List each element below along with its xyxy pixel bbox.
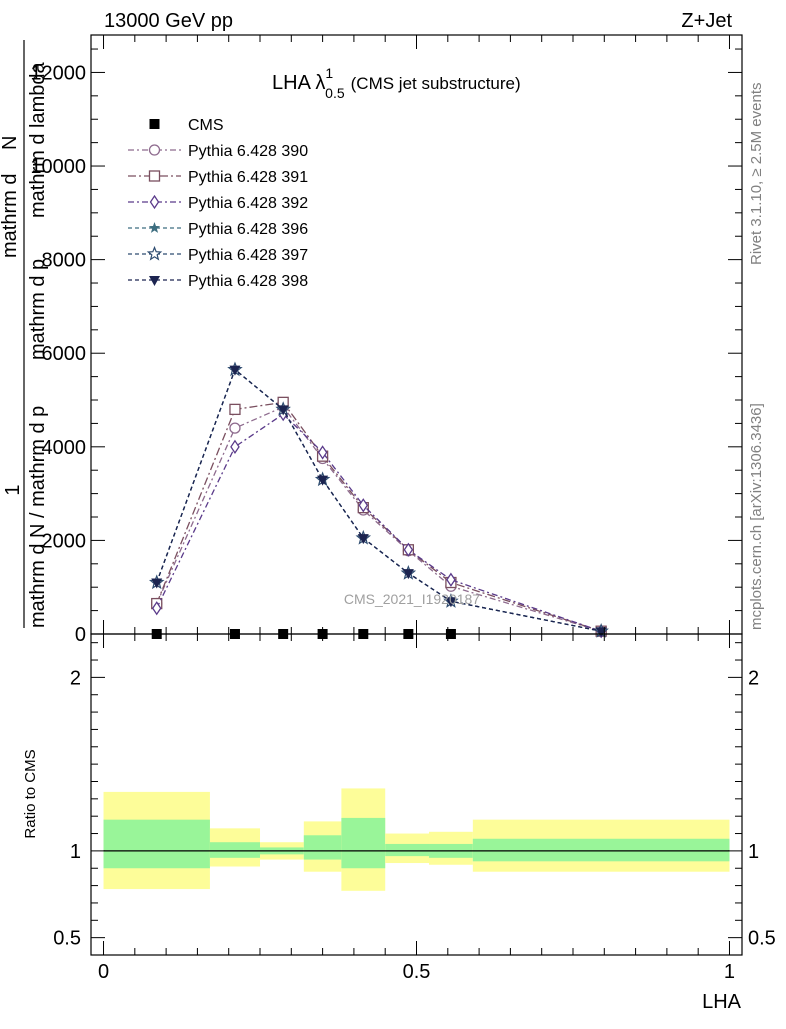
ratio-y-tick-label-right: 1: [748, 841, 759, 863]
legend-marker: [148, 170, 161, 182]
legend-label: Pythia 6.428 390: [188, 143, 308, 160]
legend-marker: [149, 119, 160, 129]
y-tick-label: 10000: [30, 156, 86, 178]
data-point: [445, 597, 457, 608]
chart-title: LHA λ1 0.5 (CMS jet substructure): [272, 65, 521, 101]
mcplots-label: mcplots.cern.ch [arXiv:1306.3436]: [748, 403, 765, 630]
legend-label: Pythia 6.428 391: [188, 169, 308, 186]
main-x-ticks: [103, 35, 730, 634]
title-rest: (CMS jet substructure): [351, 74, 521, 93]
legend-entry: Pythia 6.428 397: [128, 245, 308, 264]
title-subscript: 0.5: [325, 85, 345, 101]
data-point: [277, 405, 289, 416]
ratio-y-tick-label-right: 0.5: [748, 928, 776, 950]
x-tick-label: 1: [724, 961, 735, 983]
ratio-bands: [103, 788, 730, 891]
data-point: [229, 422, 241, 434]
legend-label: Pythia 6.428 397: [188, 247, 308, 264]
series-line: [156, 368, 602, 632]
ratio-y-axis: 0.5 0.5 1 1 2 2: [53, 642, 776, 950]
main-y-axis-label: 1 mathrm d N / mathrm d p mathrm d p mat…: [0, 40, 49, 628]
legend-marker: [148, 144, 161, 156]
y-tick-label: 6000: [42, 343, 87, 365]
ratio-panel: 0.5 0.51 12 2 0 0.5 1 Ratio to CMS LHA: [22, 633, 776, 1013]
title-superscript: 1: [325, 65, 333, 81]
y-tick-label: 4000: [42, 437, 87, 459]
ratio-inner-band: [385, 843, 430, 857]
data-point: [317, 445, 328, 460]
series-line: [156, 406, 602, 632]
title-main: LHA λ: [272, 72, 325, 94]
data-point: [446, 572, 456, 587]
series-line: [156, 401, 602, 632]
legend-entry: Pythia 6.428 391: [128, 169, 308, 186]
data-point: [230, 439, 240, 454]
data-point: [317, 475, 329, 486]
y-tick-label: 2000: [42, 530, 87, 552]
y-tick-label: 0: [75, 624, 86, 646]
analysis-watermark: CMS_2021_I1920187: [344, 591, 480, 607]
ylabel-numerator-d: mathrm d: [0, 174, 21, 258]
y-tick-label: 8000: [42, 250, 87, 272]
data-point: [229, 365, 241, 376]
data-point: [357, 534, 369, 545]
ylabel-one: 1: [2, 484, 24, 495]
legend: CMS Pythia 6.428 390 Pythia 6.428 391 Pythi…: [128, 117, 308, 290]
data-point: [403, 542, 414, 557]
ratio-x-axis: 0 0.5 1: [98, 634, 735, 983]
ratio-y-tick-label: 0.5: [53, 928, 81, 950]
series-line: [156, 413, 602, 632]
header-energy-label: 13000 GeV pp: [104, 10, 233, 32]
legend-marker: [149, 276, 160, 286]
rivet-version-label: Rivet 3.1.10, ≥ 2.5M events: [748, 83, 765, 266]
legend-entry: Pythia 6.428 390: [128, 143, 308, 160]
legend-label: CMS: [188, 117, 224, 134]
ylabel-dp: mathrm d p: [27, 259, 49, 360]
ratio-inner-band: [303, 835, 342, 860]
data-point: [358, 498, 369, 513]
legend-marker: [148, 222, 161, 233]
ratio-y-tick-label: 2: [70, 667, 81, 689]
legend-entry: CMS: [149, 117, 224, 134]
legend-entry: Pythia 6.428 396: [128, 221, 308, 238]
ylabel-numerator-N: N: [0, 136, 21, 150]
x-axis-label: LHA: [702, 991, 742, 1013]
data-point: [229, 403, 241, 416]
main-y-axis: 0 2000 4000 6000 8000 10000 12000: [30, 48, 742, 646]
ratio-y-axis-label: Ratio to CMS: [22, 749, 39, 838]
header-process-label: Z+Jet: [681, 10, 732, 32]
series-6: [151, 365, 607, 638]
ylabel-dlambda: mathrm d lambda: [27, 62, 49, 218]
ratio-inner-band: [103, 819, 210, 869]
ratio-y-tick-label-right: 2: [748, 667, 759, 689]
ylabel-dN-dp: mathrm d N / mathrm d p: [27, 406, 49, 628]
legend-marker: [146, 245, 163, 261]
data-point: [151, 601, 162, 616]
data-point: [402, 569, 414, 580]
x-tick-label: 0: [98, 961, 109, 983]
legend-label: Pythia 6.428 398: [188, 273, 308, 290]
ratio-y-tick-label: 1: [70, 841, 81, 863]
legend-entry: Pythia 6.428 392: [128, 194, 308, 212]
ratio-inner-band: [341, 817, 386, 869]
ratio-inner-band: [209, 842, 261, 858]
legend-label: Pythia 6.428 396: [188, 221, 308, 238]
legend-label: Pythia 6.428 392: [188, 195, 308, 212]
legend-entry: Pythia 6.428 398: [128, 273, 308, 290]
x-tick-label: 0.5: [403, 961, 431, 983]
data-point: [151, 578, 163, 589]
ratio-inner-band: [472, 838, 730, 862]
y-tick-label: 12000: [30, 62, 86, 84]
legend-marker: [149, 194, 160, 210]
